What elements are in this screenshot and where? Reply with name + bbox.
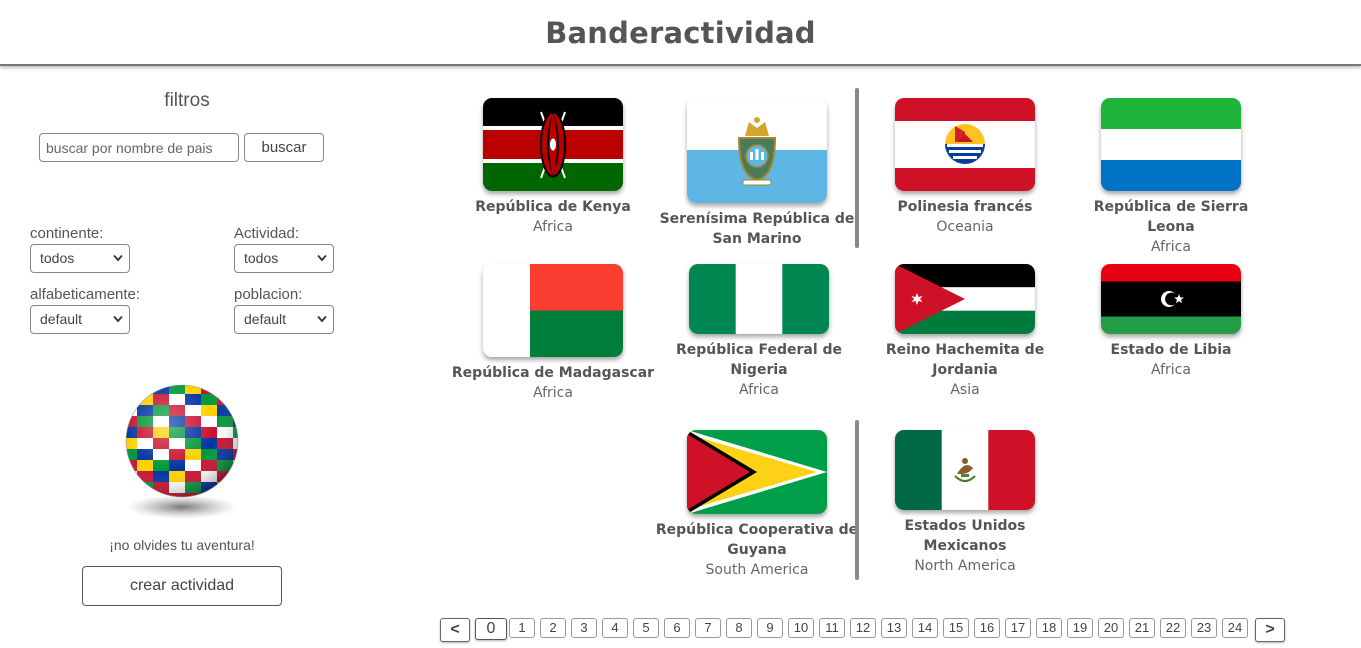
country-name: República Cooperativa de Guyana xyxy=(655,522,859,558)
country-continent: Africa xyxy=(533,219,573,235)
guyana-flag-icon xyxy=(687,430,827,514)
activity-select[interactable]: todos xyxy=(234,244,334,273)
country-card[interactable]: Estado de Libia Africa xyxy=(1068,264,1274,380)
country-card[interactable]: Serenísima República de San Marino xyxy=(654,98,860,249)
mexico-flag-icon xyxy=(895,430,1035,510)
country-name: República Federal de Nigeria xyxy=(675,342,843,378)
page-button[interactable]: 20 xyxy=(1098,618,1124,638)
country-name: República de Kenya xyxy=(475,199,631,215)
create-activity-button[interactable]: crear actividad xyxy=(82,566,282,606)
prev-page-button[interactable]: < xyxy=(440,618,470,642)
kenya-flag-icon xyxy=(483,98,623,191)
page-button[interactable]: 23 xyxy=(1191,618,1217,638)
continent-label: continente: xyxy=(30,225,104,242)
next-page-button[interactable]: > xyxy=(1255,618,1285,642)
page-button[interactable]: 5 xyxy=(633,618,659,638)
country-name: Serenísima República de San Marino xyxy=(659,211,855,247)
country-continent: Asia xyxy=(950,382,980,398)
page-button[interactable]: 12 xyxy=(850,618,876,638)
page-button[interactable]: 8 xyxy=(726,618,752,638)
population-select[interactable]: default xyxy=(234,305,334,334)
page-button[interactable]: 17 xyxy=(1005,618,1031,638)
activity-label: Actividad: xyxy=(234,225,300,242)
population-label: poblacion: xyxy=(234,286,303,303)
page-button[interactable]: 15 xyxy=(943,618,969,638)
filters-title: filtros xyxy=(164,90,210,111)
country-card[interactable]: República Federal de Nigeria Africa xyxy=(656,264,862,400)
country-continent: Oceania xyxy=(936,219,994,235)
page-button[interactable]: 1 xyxy=(509,618,535,638)
alphabetical-label: alfabeticamente: xyxy=(30,286,141,303)
page-button[interactable]: 10 xyxy=(788,618,814,638)
population-select-value: default xyxy=(244,311,287,327)
page-button[interactable]: 3 xyxy=(571,618,597,638)
flag-globe-image xyxy=(121,383,243,523)
page-button[interactable]: 7 xyxy=(695,618,721,638)
page-button[interactable]: 9 xyxy=(757,618,783,638)
san-marino-flag-icon xyxy=(687,98,827,203)
chevron-down-icon xyxy=(113,254,123,262)
country-continent: Africa xyxy=(739,382,779,398)
sierra-leone-flag-icon xyxy=(1101,98,1241,191)
chevron-down-icon xyxy=(113,315,123,323)
chevron-down-icon xyxy=(317,315,327,323)
country-card[interactable]: República Cooperativa de Guyana South Am… xyxy=(654,430,860,580)
card-scrollbar[interactable] xyxy=(855,420,859,580)
page-button[interactable]: 4 xyxy=(602,618,628,638)
app-title: Banderactividad xyxy=(545,16,816,50)
search-input[interactable] xyxy=(39,133,239,162)
country-card[interactable]: República de Kenya Africa xyxy=(450,98,656,237)
page-button[interactable]: 22 xyxy=(1160,618,1186,638)
country-continent: Africa xyxy=(533,385,573,401)
page-button[interactable]: 16 xyxy=(974,618,1000,638)
madagascar-flag-icon xyxy=(483,264,623,357)
page-button[interactable]: 6 xyxy=(664,618,690,638)
libya-flag-icon xyxy=(1101,264,1241,334)
continent-select[interactable]: todos xyxy=(30,244,130,273)
country-name: Polinesia francés xyxy=(897,199,1033,215)
jordan-flag-icon xyxy=(895,264,1035,334)
page-button[interactable]: 2 xyxy=(540,618,566,638)
page-button[interactable]: 13 xyxy=(881,618,907,638)
country-name: República de Madagascar xyxy=(451,365,655,381)
nigeria-flag-icon xyxy=(689,264,829,334)
activity-select-value: todos xyxy=(244,250,279,266)
page-button-current[interactable]: 0 xyxy=(475,618,507,640)
adventure-tagline: ¡no olvides tu aventura! xyxy=(109,537,255,553)
page-button[interactable]: 21 xyxy=(1129,618,1155,638)
filters-sidebar: filtros buscar continente: todos Activid… xyxy=(0,66,370,648)
country-card[interactable]: República de Madagascar Africa xyxy=(450,264,656,403)
chevron-down-icon xyxy=(317,254,327,262)
country-card[interactable]: Reino Hachemita de Jordania Asia xyxy=(862,264,1068,400)
country-name: Reino Hachemita de Jordania xyxy=(885,342,1045,378)
page-button[interactable]: 14 xyxy=(912,618,938,638)
country-name: Estado de Libia xyxy=(1110,342,1232,358)
page-button[interactable]: 19 xyxy=(1067,618,1093,638)
country-card[interactable]: Estados Unidos Mexicanos North America xyxy=(862,430,1068,576)
alphabetical-select-value: default xyxy=(40,311,83,327)
continent-select-value: todos xyxy=(40,250,75,266)
app-header: Banderactividad xyxy=(0,0,1361,66)
country-continent: Africa xyxy=(1151,239,1191,255)
page-button[interactable]: 24 xyxy=(1222,618,1248,638)
search-button[interactable]: buscar xyxy=(244,133,324,162)
country-card[interactable]: Polinesia francés Oceania xyxy=(862,98,1068,237)
french-polynesia-flag-icon xyxy=(895,98,1035,191)
country-continent: North America xyxy=(914,558,1016,574)
page-button[interactable]: 11 xyxy=(819,618,845,638)
country-continent: South America xyxy=(705,562,809,578)
card-scrollbar[interactable] xyxy=(855,88,859,248)
page-button[interactable]: 18 xyxy=(1036,618,1062,638)
alphabetical-select[interactable]: default xyxy=(30,305,130,334)
country-continent: Africa xyxy=(1151,362,1191,378)
country-name: República de Sierra Leona xyxy=(1093,199,1249,235)
country-name: Estados Unidos Mexicanos xyxy=(904,518,1026,554)
country-card[interactable]: República de Sierra Leona Africa xyxy=(1068,98,1274,257)
